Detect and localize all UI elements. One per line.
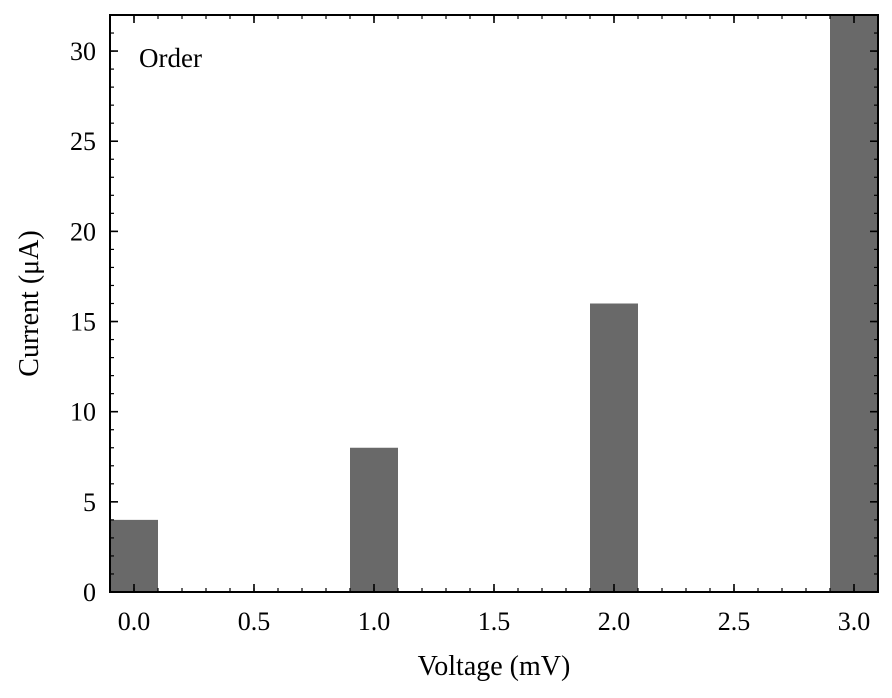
x-tick-label: 2.0	[598, 607, 631, 636]
bar	[830, 15, 878, 592]
tick-labels-group: 0.0 0.5 1.0 1.5 2.0 2.5 3.0 0 5 10 15 20 25 30	[70, 37, 870, 636]
bar	[590, 303, 638, 592]
y-tick-label: 15	[70, 308, 96, 337]
y-axis-label: Current (μA)	[14, 230, 45, 376]
x-tick-label: 1.0	[358, 607, 391, 636]
y-tick-label: 0	[83, 578, 96, 607]
plot-frame	[109, 14, 879, 593]
x-tick-label: 2.5	[718, 607, 751, 636]
chart-annotation: Order	[139, 43, 202, 73]
y-tick-label: 20	[70, 217, 96, 246]
x-tick-label: 3.0	[838, 607, 871, 636]
bar	[350, 447, 398, 592]
y-tick-label: 5	[83, 488, 96, 517]
y-tick-label: 30	[70, 37, 96, 66]
y-tick-label: 10	[70, 398, 96, 427]
y-tick-label: 25	[70, 127, 96, 156]
x-axis-label: Voltage (mV)	[418, 651, 571, 682]
x-tick-label: 1.5	[478, 607, 511, 636]
x-tick-label: 0.5	[238, 607, 271, 636]
ticks-group	[109, 14, 879, 593]
bar	[110, 519, 158, 592]
bars-group	[110, 15, 878, 592]
x-tick-label: 0.0	[118, 607, 151, 636]
